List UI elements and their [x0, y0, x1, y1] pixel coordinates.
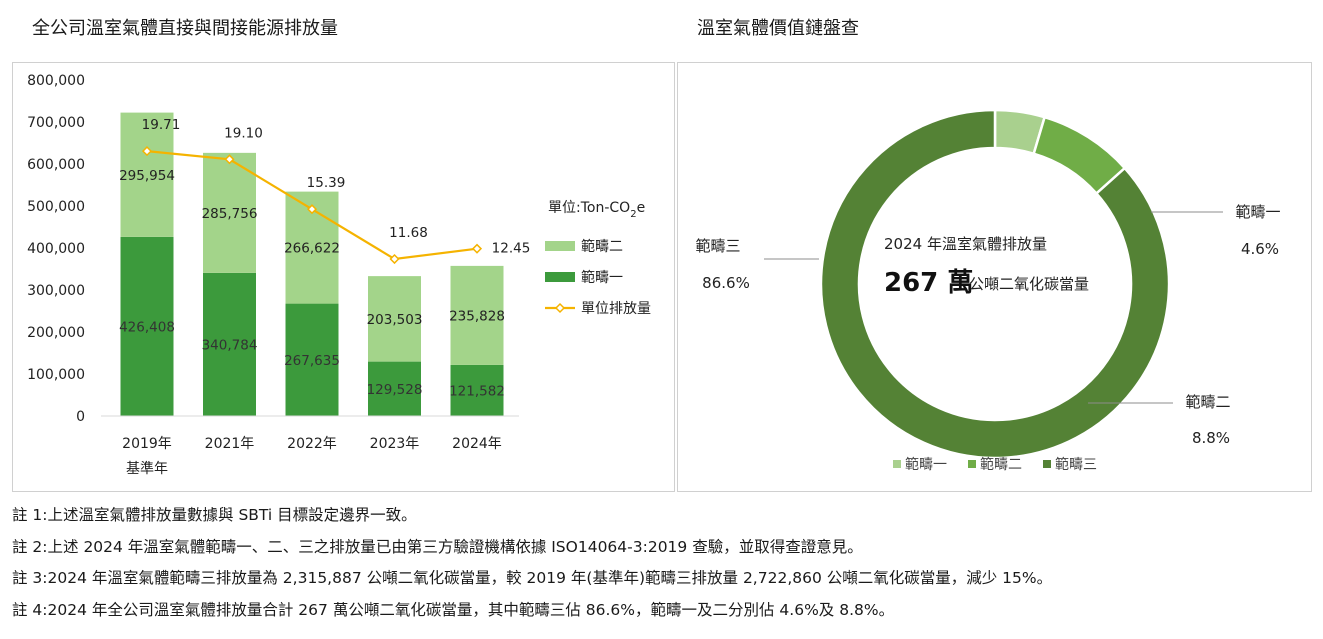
bar-scope2: [368, 276, 421, 362]
x-tick-label: 2024年: [452, 436, 502, 452]
y-tick-label: 100,000: [27, 367, 85, 383]
donut-chart: 範疇一 4.6% 範疇二 8.8% 範疇三 86.6% 2024 年溫室氣體排放量 267 萬…: [695, 108, 1281, 473]
data-label-scope1: 340,784: [202, 337, 258, 353]
x-tick-label: 2019年: [122, 436, 172, 452]
donut-chart-title: 溫室氣體價值鏈盤查: [697, 18, 859, 39]
intensity-marker: [141, 146, 153, 157]
legend-swatch-2: [968, 460, 976, 468]
slice-label-scope3: 86.6%: [702, 274, 750, 292]
intensity-marker: [389, 253, 400, 265]
bar-scope1: [120, 236, 174, 416]
unit-label: 單位:Ton-CO2e: [548, 200, 645, 220]
x-tick-label: 2022年: [287, 436, 337, 452]
legend-label-scope2: 範疇二: [581, 238, 623, 255]
slice-name-scope3: 範疇三: [695, 237, 740, 255]
footnote-3: 註 3:2024 年溫室氣體範疇三排放量為 2,315,887 公噸二氧化碳當量…: [12, 569, 1053, 587]
intensity-label: 19.71: [142, 117, 181, 133]
footnote-1: 註 1:上述溫室氣體排放量數據與 SBTi 目標設定邊界一致。: [12, 506, 417, 524]
intensity-label: 12.45: [492, 241, 531, 257]
data-label-scope2: 266,622: [284, 241, 340, 257]
y-tick-label: 400,000: [27, 241, 85, 257]
slice-label-scope1: 4.6%: [1241, 240, 1279, 258]
y-tick-label: 800,000: [27, 73, 85, 89]
slice-name-scope2: 範疇二: [1185, 393, 1230, 411]
bar-scope1: [285, 303, 339, 416]
bar-scope1: [203, 272, 256, 416]
slice-name-scope1: 範疇一: [1235, 203, 1280, 221]
intensity-marker: [224, 154, 235, 165]
data-label-scope1: 129,528: [367, 382, 423, 398]
footnote-2: 註 2:上述 2024 年溫室氣體範疇一、二、三之排放量已由第三方驗證機構依據 …: [12, 537, 863, 556]
bar-chart-title: 全公司溫室氣體直接與間接能源排放量: [32, 18, 338, 39]
data-label-scope1: 267,635: [284, 353, 340, 369]
intensity-label: 19.10: [224, 125, 263, 141]
y-tick-label: 700,000: [27, 115, 85, 131]
donut-chart-panel: 範疇一 4.6% 範疇二 8.8% 範疇三 86.6% 2024 年溫室氣體排放量 267 萬…: [677, 62, 1312, 492]
center-total: 267 萬: [884, 268, 973, 298]
legend-swatch-1: [893, 460, 901, 468]
bar-scope2: [203, 152, 256, 273]
intensity-marker: [471, 243, 483, 254]
intensity-label: 15.39: [307, 175, 346, 191]
intensity-marker: [306, 204, 318, 215]
data-label-scope2: 285,756: [202, 206, 258, 222]
x-tick-label: 2023年: [370, 436, 420, 452]
y-tick-label: 600,000: [27, 157, 85, 173]
slice-label-scope2: 8.8%: [1192, 429, 1230, 447]
legend-label-1: 範疇一: [905, 456, 947, 473]
bar-scope1: [450, 364, 504, 416]
legend-swatch-scope2: [545, 241, 575, 251]
legend-swatch-scope1: [545, 272, 575, 282]
y-tick-label: 300,000: [27, 283, 85, 299]
y-tick-label: 200,000: [27, 325, 85, 341]
bar-chart: 800,000 700,000 600,000 500,000 400,000 300,0…: [27, 73, 651, 477]
footnote-4: 註 4:2024 年全公司溫室氣體排放量合計 267 萬公噸二氧化碳當量，其中範…: [12, 600, 895, 619]
legend-label-intensity: 單位排放量: [581, 301, 651, 317]
data-label-scope2: 235,828: [449, 308, 505, 324]
x-tick-sublabel: 基準年: [126, 460, 168, 477]
legend-swatch-3: [1043, 460, 1051, 468]
center-unit: 公噸二氧化碳當量: [969, 275, 1089, 293]
legend-label-2: 範疇二: [980, 456, 1022, 473]
data-label-scope1: 121,582: [449, 383, 505, 399]
bar-scope2: [450, 265, 504, 365]
legend-label-3: 範疇三: [1055, 456, 1097, 473]
bar-scope2: [120, 112, 174, 237]
bar-chart-panel: 800,000 700,000 600,000 500,000 400,000 300,0…: [12, 62, 675, 492]
y-tick-label: 0: [76, 409, 85, 425]
center-caption: 2024 年溫室氣體排放量: [884, 235, 1047, 253]
legend-label-scope1: 範疇一: [581, 269, 623, 286]
legend-marker-intensity: [554, 302, 566, 314]
data-label-scope1: 426,408: [119, 319, 175, 335]
footnotes: 註 1:上述溫室氣體排放量數據與 SBTi 目標設定邊界一致。 註 2:上述 2…: [12, 500, 1312, 626]
donut-slice-3: [819, 108, 1171, 460]
x-tick-label: 2021年: [205, 436, 255, 452]
intensity-label: 11.68: [389, 225, 428, 241]
bar-scope1: [368, 361, 421, 416]
data-label-scope2: 203,503: [367, 312, 423, 328]
y-tick-label: 500,000: [27, 199, 85, 215]
data-label-scope2: 295,954: [119, 168, 175, 184]
